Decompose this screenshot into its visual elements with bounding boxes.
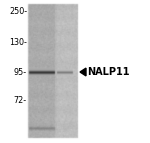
Polygon shape	[80, 68, 86, 76]
Text: 250-: 250-	[9, 7, 27, 16]
Text: 72-: 72-	[14, 96, 27, 105]
Text: 130-: 130-	[9, 38, 27, 47]
Text: NALP11: NALP11	[87, 67, 130, 77]
Text: 95-: 95-	[14, 68, 27, 77]
